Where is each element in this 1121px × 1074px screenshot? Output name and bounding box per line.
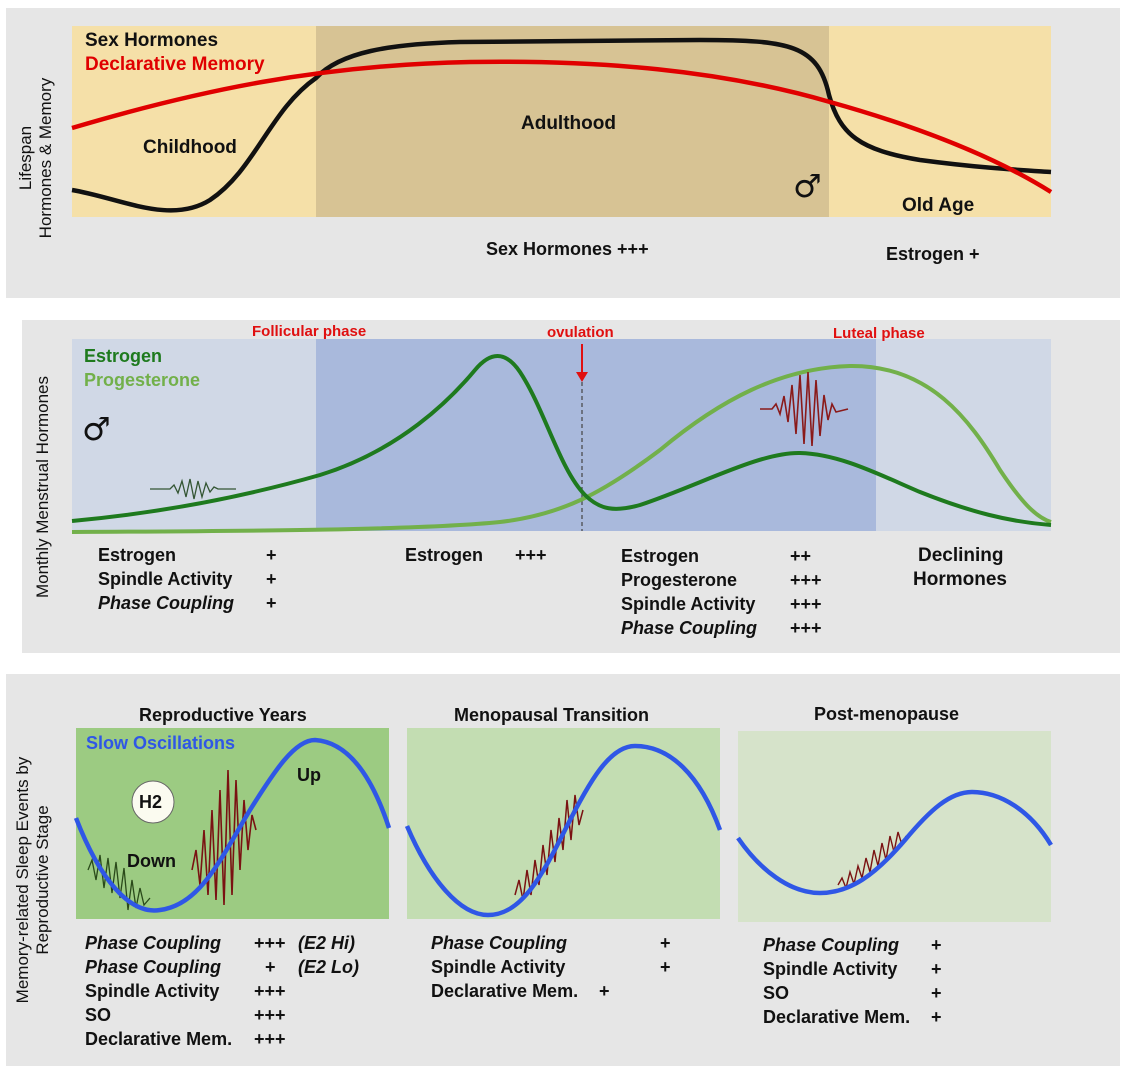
repro-value-2: + — [265, 957, 276, 977]
h2-label: H2 — [139, 792, 163, 812]
t1-spindle: Spindle Activity — [98, 569, 233, 589]
slow-oscillations-legend: Slow Oscillations — [86, 733, 236, 753]
repro-so: SO — [85, 1005, 112, 1025]
male-symbol-icon: ♂ — [793, 167, 822, 205]
old-age-label: Old Age — [902, 195, 975, 216]
repro-value-5: +++ — [254, 1029, 286, 1049]
y-label-line-2: Hormones & Memory — [36, 77, 55, 239]
hormones-label: Hormones — [913, 569, 1007, 590]
t1-estrogen-value: + — [266, 545, 277, 565]
meno-phase-coupling: Phase Coupling — [431, 933, 568, 953]
old-estrogen-footer: Estrogen + — [886, 244, 980, 264]
meno-value-2: + — [660, 957, 671, 977]
y-label-line-2: Reproductive Stage — [33, 805, 52, 955]
menopausal-box — [407, 728, 720, 919]
male-symbol-icon: ♂ — [82, 410, 111, 448]
progesterone-curve — [71, 363, 1052, 534]
meno-declarative: Declarative Mem. — [431, 981, 579, 1001]
sex-hormones-curve — [71, 37, 1052, 213]
repro-value-1: +++ — [254, 933, 286, 953]
declarative-memory-legend: Declarative Memory — [85, 54, 265, 75]
ovulation-arrowhead — [576, 372, 588, 382]
adulthood-label: Adulthood — [521, 113, 616, 134]
repro-note-hi: (E2 Hi) — [298, 933, 356, 953]
post-spindle-label: Spindle Activity — [763, 959, 898, 979]
down-label: Down — [127, 851, 176, 871]
up-label: Up — [297, 765, 321, 785]
reproductive-slow-oscillation — [73, 737, 392, 913]
old-age-zone — [829, 26, 1051, 217]
post-value-3: + — [931, 983, 942, 1003]
y-label-line-1: Memory-related Sleep Events by — [13, 756, 32, 1004]
h2-circle — [131, 780, 175, 824]
t1-phase-value: + — [266, 593, 277, 613]
t3-phase-coupling: Phase Coupling — [621, 618, 758, 638]
declarative-memory-curve — [71, 59, 1053, 194]
meno-value-1: + — [660, 933, 671, 953]
progesterone-legend: Progesterone — [84, 370, 201, 390]
follicular-luteal-zone — [316, 339, 876, 531]
t3-phase-value: +++ — [790, 618, 822, 638]
post-title: Post-menopause — [814, 704, 960, 724]
repro-declarative: Declarative Mem. — [85, 1029, 233, 1049]
repro-spindle: Spindle Activity — [85, 981, 220, 1001]
post-value-1: + — [931, 935, 942, 955]
adult-hormones-footer: Sex Hormones +++ — [486, 239, 649, 259]
t1-phase-coupling: Phase Coupling — [98, 593, 235, 613]
t3-estrogen-value: ++ — [790, 546, 812, 566]
t3-spindle: Spindle Activity — [621, 594, 756, 614]
ovulation-label: ovulation — [547, 324, 614, 341]
repro-phase-coupling-hi: Phase Coupling — [85, 933, 222, 953]
sex-hormones-legend: Sex Hormones — [85, 30, 219, 51]
meno-spindle: Spindle Activity — [431, 957, 566, 977]
post-so: SO — [763, 983, 790, 1003]
small-spindle-left — [150, 478, 236, 500]
t1-estrogen: Estrogen — [98, 545, 177, 565]
post-declarative: Declarative Mem. — [763, 1007, 911, 1027]
post-box — [738, 731, 1051, 922]
adulthood-zone — [316, 26, 829, 217]
menopausal-spindle — [514, 794, 584, 901]
t3-progesterone-value: +++ — [790, 570, 822, 590]
lifespan-y-label: Lifespan Hormones & Memory — [16, 58, 60, 258]
luteal-phase-label: Luteal phase — [833, 325, 925, 342]
repro-phase-coupling-lo: Phase Coupling — [85, 957, 222, 977]
t2-estrogen: Estrogen — [405, 545, 484, 565]
menopausal-title: Menopausal Transition — [454, 705, 650, 725]
repro-note-lo: (E2 Lo) — [298, 957, 359, 977]
large-spindle-luteal — [760, 371, 849, 447]
estrogen-curve — [71, 354, 1052, 527]
post-phase-coupling: Phase Coupling — [763, 935, 900, 955]
post-value-4: + — [931, 1007, 942, 1027]
t2-estrogen-value: +++ — [515, 545, 547, 565]
post-slow-oscillation — [736, 789, 1053, 896]
y-label-line-1: Lifespan — [16, 125, 35, 191]
t3-progesterone: Progesterone — [621, 570, 738, 590]
estrogen-legend: Estrogen — [84, 346, 163, 366]
t1-spindle-value: + — [266, 569, 277, 589]
repro-value-4: +++ — [254, 1005, 286, 1025]
childhood-label: Childhood — [143, 137, 237, 158]
follicular-phase-label: Follicular phase — [252, 323, 367, 340]
post-value-2: + — [931, 959, 942, 979]
declining-label: Declining — [918, 545, 1004, 566]
meno-value-3: + — [599, 981, 610, 1001]
t3-estrogen: Estrogen — [621, 546, 700, 566]
reproductive-title: Reproductive Years — [139, 705, 307, 725]
t3-spindle-value: +++ — [790, 594, 822, 614]
stage-y-label: Memory-related Sleep Events by Reproduct… — [13, 730, 57, 1030]
repro-value-3: +++ — [254, 981, 286, 1001]
menstrual-y-label: Monthly Menstrual Hormones — [33, 375, 52, 599]
menopausal-slow-oscillation — [404, 743, 723, 918]
